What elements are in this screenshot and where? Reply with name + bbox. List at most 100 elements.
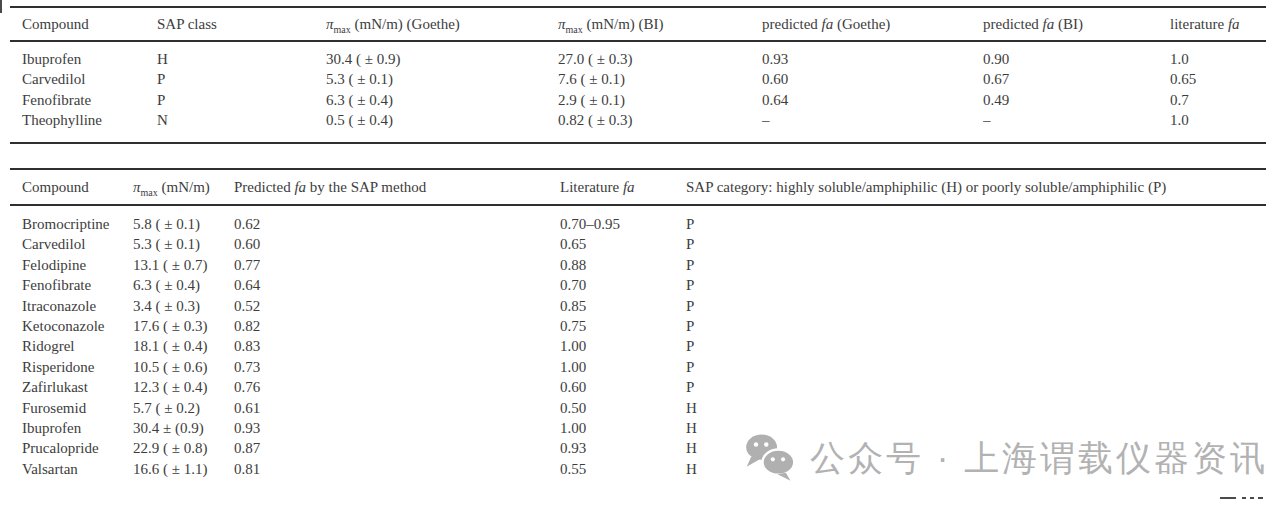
cell-pimax-goethe: 0.5 ( ± 0.4) (326, 110, 558, 143)
cell-predicted-fa-goethe: 0.60 (762, 69, 983, 89)
cell-compound: Ridogrel (10, 336, 133, 356)
cell-sap-class: N (157, 110, 326, 143)
pi-symbol: π (133, 179, 141, 195)
cell-compound: Itraconazole (10, 296, 133, 316)
cell-sap-category: P (686, 205, 1266, 234)
cell-sap-category: P (686, 234, 1266, 254)
cell-literature-fa: 1.0 (1170, 110, 1266, 143)
header-text: Literature (560, 179, 623, 195)
cell-literature-fa: 0.55 (560, 459, 686, 491)
cell-compound: Zafirlukast (10, 377, 133, 397)
cell-compound: Bromocriptine (10, 205, 133, 234)
col-header-pimax-goethe: πmax (mN/m) (Goethe) (326, 7, 558, 41)
header-text: (Goethe) (833, 16, 890, 32)
pi-subscript: max (566, 24, 583, 35)
table-header-row: Compound πmax (mN/m) Predicted fa by the… (10, 169, 1266, 205)
header-unit-text: (mN/m) (Goethe) (351, 16, 460, 32)
cell-sap-category: P (686, 255, 1266, 275)
scan-artifact-dot (1242, 497, 1246, 499)
col-header-literature-fa: Literature fa (560, 169, 686, 205)
cell-pimax: 12.3 ( ± 0.4) (133, 377, 234, 397)
table-row: Furosemid 5.7 ( ± 0.2) 0.61 0.50 H (10, 398, 1266, 418)
fa-symbol: fa (1228, 16, 1240, 32)
table-row: Bromocriptine 5.8 ( ± 0.1) 0.62 0.70–0.9… (10, 205, 1266, 234)
header-text: (BI) (1054, 16, 1083, 32)
cell-predicted-fa: 0.81 (234, 459, 560, 491)
cell-pimax-bi: 2.9 ( ± 0.1) (558, 90, 762, 110)
cell-compound: Carvedilol (10, 234, 133, 254)
col-header-pimax-bi: πmax (mN/m) (BI) (558, 7, 762, 41)
cell-pimax: 13.1 ( ± 0.7) (133, 255, 234, 275)
cell-compound: Theophylline (10, 110, 157, 143)
cell-pimax: 5.8 ( ± 0.1) (133, 205, 234, 234)
cell-predicted-fa: 0.76 (234, 377, 560, 397)
col-header-sap-class: SAP class (157, 7, 326, 41)
cell-pimax: 17.6 ( ± 0.3) (133, 316, 234, 336)
col-header-predicted-fa: Predicted fa by the SAP method (234, 169, 560, 205)
cell-pimax-goethe: 5.3 ( ± 0.1) (326, 69, 558, 89)
cell-predicted-fa-bi: 0.90 (983, 41, 1170, 69)
cell-compound: Furosemid (10, 398, 133, 418)
cell-literature-fa: 0.50 (560, 398, 686, 418)
cell-sap-category: P (686, 316, 1266, 336)
cell-sap-category: P (686, 296, 1266, 316)
cell-compound: Fenofibrate (10, 90, 157, 110)
cell-pimax-bi: 7.6 ( ± 0.1) (558, 69, 762, 89)
table-row: Itraconazole 3.4 ( ± 0.3) 0.52 0.85 P (10, 296, 1266, 316)
paper-page: Compound SAP class πmax (mN/m) (Goethe) … (0, 0, 1280, 515)
cell-predicted-fa: 0.60 (234, 234, 560, 254)
table-row: Fenofibrate 6.3 ( ± 0.4) 0.64 0.70 P (10, 275, 1266, 295)
cell-predicted-fa-bi: 0.67 (983, 69, 1170, 89)
cell-pimax: 30.4 ± (0.9) (133, 418, 234, 438)
header-text: literature (1170, 16, 1228, 32)
cell-literature-fa: 0.70 (560, 275, 686, 295)
cell-predicted-fa: 0.73 (234, 357, 560, 377)
cell-literature-fa: 0.60 (560, 377, 686, 397)
cell-pimax-bi: 0.82 ( ± 0.3) (558, 110, 762, 143)
table-row: Fenofibrate P 6.3 ( ± 0.4) 2.9 ( ± 0.1) … (10, 90, 1266, 110)
cell-pimax: 16.6 ( ± 1.1) (133, 459, 234, 491)
col-header-predicted-fa-bi: predicted fa (BI) (983, 7, 1170, 41)
cell-pimax: 10.5 ( ± 0.6) (133, 357, 234, 377)
cell-pimax: 6.3 ( ± 0.4) (133, 275, 234, 295)
cell-literature-fa: 0.65 (560, 234, 686, 254)
pi-symbol: π (558, 16, 566, 32)
cell-compound: Prucalopride (10, 438, 133, 458)
cell-literature-fa: 1.00 (560, 357, 686, 377)
table-row: Felodipine 13.1 ( ± 0.7) 0.77 0.88 P (10, 255, 1266, 275)
cell-sap-class: P (157, 90, 326, 110)
fa-symbol: fa (1043, 16, 1055, 32)
table-sap-classification: Compound SAP class πmax (mN/m) (Goethe) … (10, 6, 1266, 144)
cell-predicted-fa: 0.82 (234, 316, 560, 336)
header-text: Predicted (234, 179, 294, 195)
scan-artifact-dot (1258, 497, 1263, 499)
scan-artifact-dot (1250, 497, 1254, 499)
cell-literature-fa: 0.65 (1170, 69, 1266, 89)
cell-pimax: 18.1 ( ± 0.4) (133, 336, 234, 356)
pi-subscript: max (141, 187, 158, 198)
cell-sap-category: H (686, 398, 1266, 418)
table-row: Ketoconazole 17.6 ( ± 0.3) 0.82 0.75 P (10, 316, 1266, 336)
cell-predicted-fa: 0.83 (234, 336, 560, 356)
table-row: Carvedilol 5.3 ( ± 0.1) 0.60 0.65 P (10, 234, 1266, 254)
cell-compound: Risperidone (10, 357, 133, 377)
cell-compound: Ibuprofen (10, 418, 133, 438)
cell-literature-fa: 0.75 (560, 316, 686, 336)
cell-pimax: 5.7 ( ± 0.2) (133, 398, 234, 418)
header-text: by the SAP method (306, 179, 426, 195)
cell-predicted-fa: 0.52 (234, 296, 560, 316)
col-header-sap-category: SAP category: highly soluble/amphiphilic… (686, 169, 1266, 205)
cell-sap-category: P (686, 377, 1266, 397)
cell-pimax: 3.4 ( ± 0.3) (133, 296, 234, 316)
cell-sap-class: H (157, 41, 326, 69)
cell-literature-fa: 1.00 (560, 418, 686, 438)
cell-compound: Carvedilol (10, 69, 157, 89)
table-row: Ridogrel 18.1 ( ± 0.4) 0.83 1.00 P (10, 336, 1266, 356)
table-row: Risperidone 10.5 ( ± 0.6) 0.73 1.00 P (10, 357, 1266, 377)
cell-literature-fa: 0.93 (560, 438, 686, 458)
cell-predicted-fa: 0.62 (234, 205, 560, 234)
cell-predicted-fa-bi: 0.49 (983, 90, 1170, 110)
cell-compound: Fenofibrate (10, 275, 133, 295)
cell-predicted-fa-goethe: 0.93 (762, 41, 983, 69)
cell-compound: Valsartan (10, 459, 133, 491)
